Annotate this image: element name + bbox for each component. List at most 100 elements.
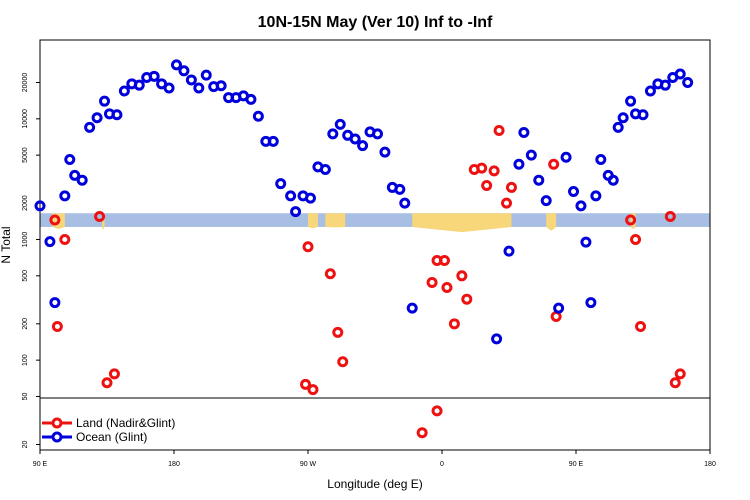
y-tick-label: 20000	[22, 73, 29, 93]
ocean-point	[252, 110, 264, 122]
ocean-point	[580, 236, 592, 248]
y-tick-label: 5000	[22, 147, 29, 163]
ocean-point	[304, 192, 316, 204]
x-axis-label: Longitude (deg E)	[327, 477, 422, 491]
ocean-point	[76, 174, 88, 186]
land-point	[416, 427, 428, 439]
land-point	[426, 277, 438, 289]
ocean-point	[200, 69, 212, 81]
land-point	[635, 321, 647, 333]
land-point	[332, 326, 344, 338]
land-point	[625, 214, 637, 226]
ocean-point	[533, 174, 545, 186]
map-ocean-band	[40, 213, 710, 227]
map-land-segment	[325, 213, 346, 228]
ocean-point	[215, 80, 227, 92]
ocean-point	[491, 333, 503, 345]
ocean-point	[91, 112, 103, 124]
x-tick-label: 90 E	[33, 461, 48, 468]
ocean-point	[334, 118, 346, 130]
ocean-point	[59, 190, 71, 202]
ocean-point	[644, 85, 656, 97]
x-tick-label: 90 W	[300, 461, 317, 468]
land-point	[548, 158, 560, 170]
land-point	[94, 211, 106, 223]
land-point	[501, 197, 513, 209]
x-tick-label: 0	[440, 461, 444, 468]
y-axis-label: N Total	[0, 226, 13, 263]
ocean-point	[674, 68, 686, 80]
land-point	[300, 378, 312, 390]
ocean-point	[64, 154, 76, 166]
y-tick-label: 200	[22, 318, 29, 330]
ocean-point	[682, 76, 694, 88]
ocean-point	[357, 140, 369, 152]
land-point	[674, 368, 686, 380]
y-tick-label: 2000	[22, 195, 29, 211]
ocean-point	[607, 174, 619, 186]
ocean-point	[394, 183, 406, 195]
land-point	[59, 233, 71, 245]
legend-ocean-marker	[51, 431, 63, 443]
land-point	[108, 368, 120, 380]
legend-land-label: Land (Nadir&Glint)	[76, 416, 175, 430]
land-point	[488, 165, 500, 177]
data-series	[34, 59, 694, 439]
land-point	[630, 233, 642, 245]
ocean-point	[178, 65, 190, 77]
ocean-point	[275, 178, 287, 190]
ocean-point	[399, 197, 411, 209]
ocean-point	[575, 200, 587, 212]
land-point	[431, 405, 443, 417]
y-tick-label: 50	[22, 392, 29, 400]
ocean-point	[327, 128, 339, 140]
y-axis-ticks: 20 50 100 200 500 1000 2000 5000 10000 20000	[22, 73, 40, 448]
ocean-point	[245, 93, 257, 105]
legend-ocean-label: Ocean (Glint)	[76, 430, 147, 444]
ocean-point	[553, 302, 565, 314]
plot-frame	[39, 39, 711, 451]
ocean-point	[540, 195, 552, 207]
ocean-point	[267, 135, 279, 147]
land-point	[476, 162, 488, 174]
land-point	[481, 180, 493, 192]
y-tick-label: 500	[22, 270, 29, 282]
ocean-point	[518, 127, 530, 139]
ocean-point	[371, 128, 383, 140]
ocean-point	[285, 190, 297, 202]
land-point	[461, 293, 473, 305]
legend: Land (Nadir&Glint) Ocean (Glint)	[42, 416, 175, 444]
land-point	[51, 321, 63, 333]
ocean-point	[44, 236, 56, 248]
ocean-point	[590, 190, 602, 202]
ocean-point	[560, 151, 572, 163]
land-point	[324, 268, 336, 280]
x-tick-label: 90 E	[569, 461, 584, 468]
land-point	[49, 214, 61, 226]
ocean-point	[595, 154, 607, 166]
series-ocean	[34, 59, 694, 345]
ocean-point	[503, 245, 515, 257]
ocean-point	[185, 74, 197, 86]
ocean-point	[133, 79, 145, 91]
land-point	[302, 241, 314, 253]
ocean-point	[585, 297, 597, 309]
ocean-point	[617, 112, 629, 124]
y-tick-label: 100	[22, 354, 29, 366]
chart-title: 10N-15N May (Ver 10) Inf to -Inf	[258, 14, 493, 31]
legend-land-marker	[51, 417, 63, 429]
ocean-point	[49, 297, 61, 309]
ocean-point	[379, 146, 391, 158]
land-point	[505, 181, 517, 193]
land-point	[101, 377, 113, 389]
ocean-point	[525, 149, 537, 161]
ocean-point	[84, 121, 96, 133]
ocean-point	[34, 200, 46, 212]
ocean-point	[170, 59, 182, 71]
ocean-point	[637, 109, 649, 121]
y-tick-label: 20	[22, 440, 29, 448]
land-point	[493, 125, 505, 137]
ocean-point	[406, 302, 418, 314]
